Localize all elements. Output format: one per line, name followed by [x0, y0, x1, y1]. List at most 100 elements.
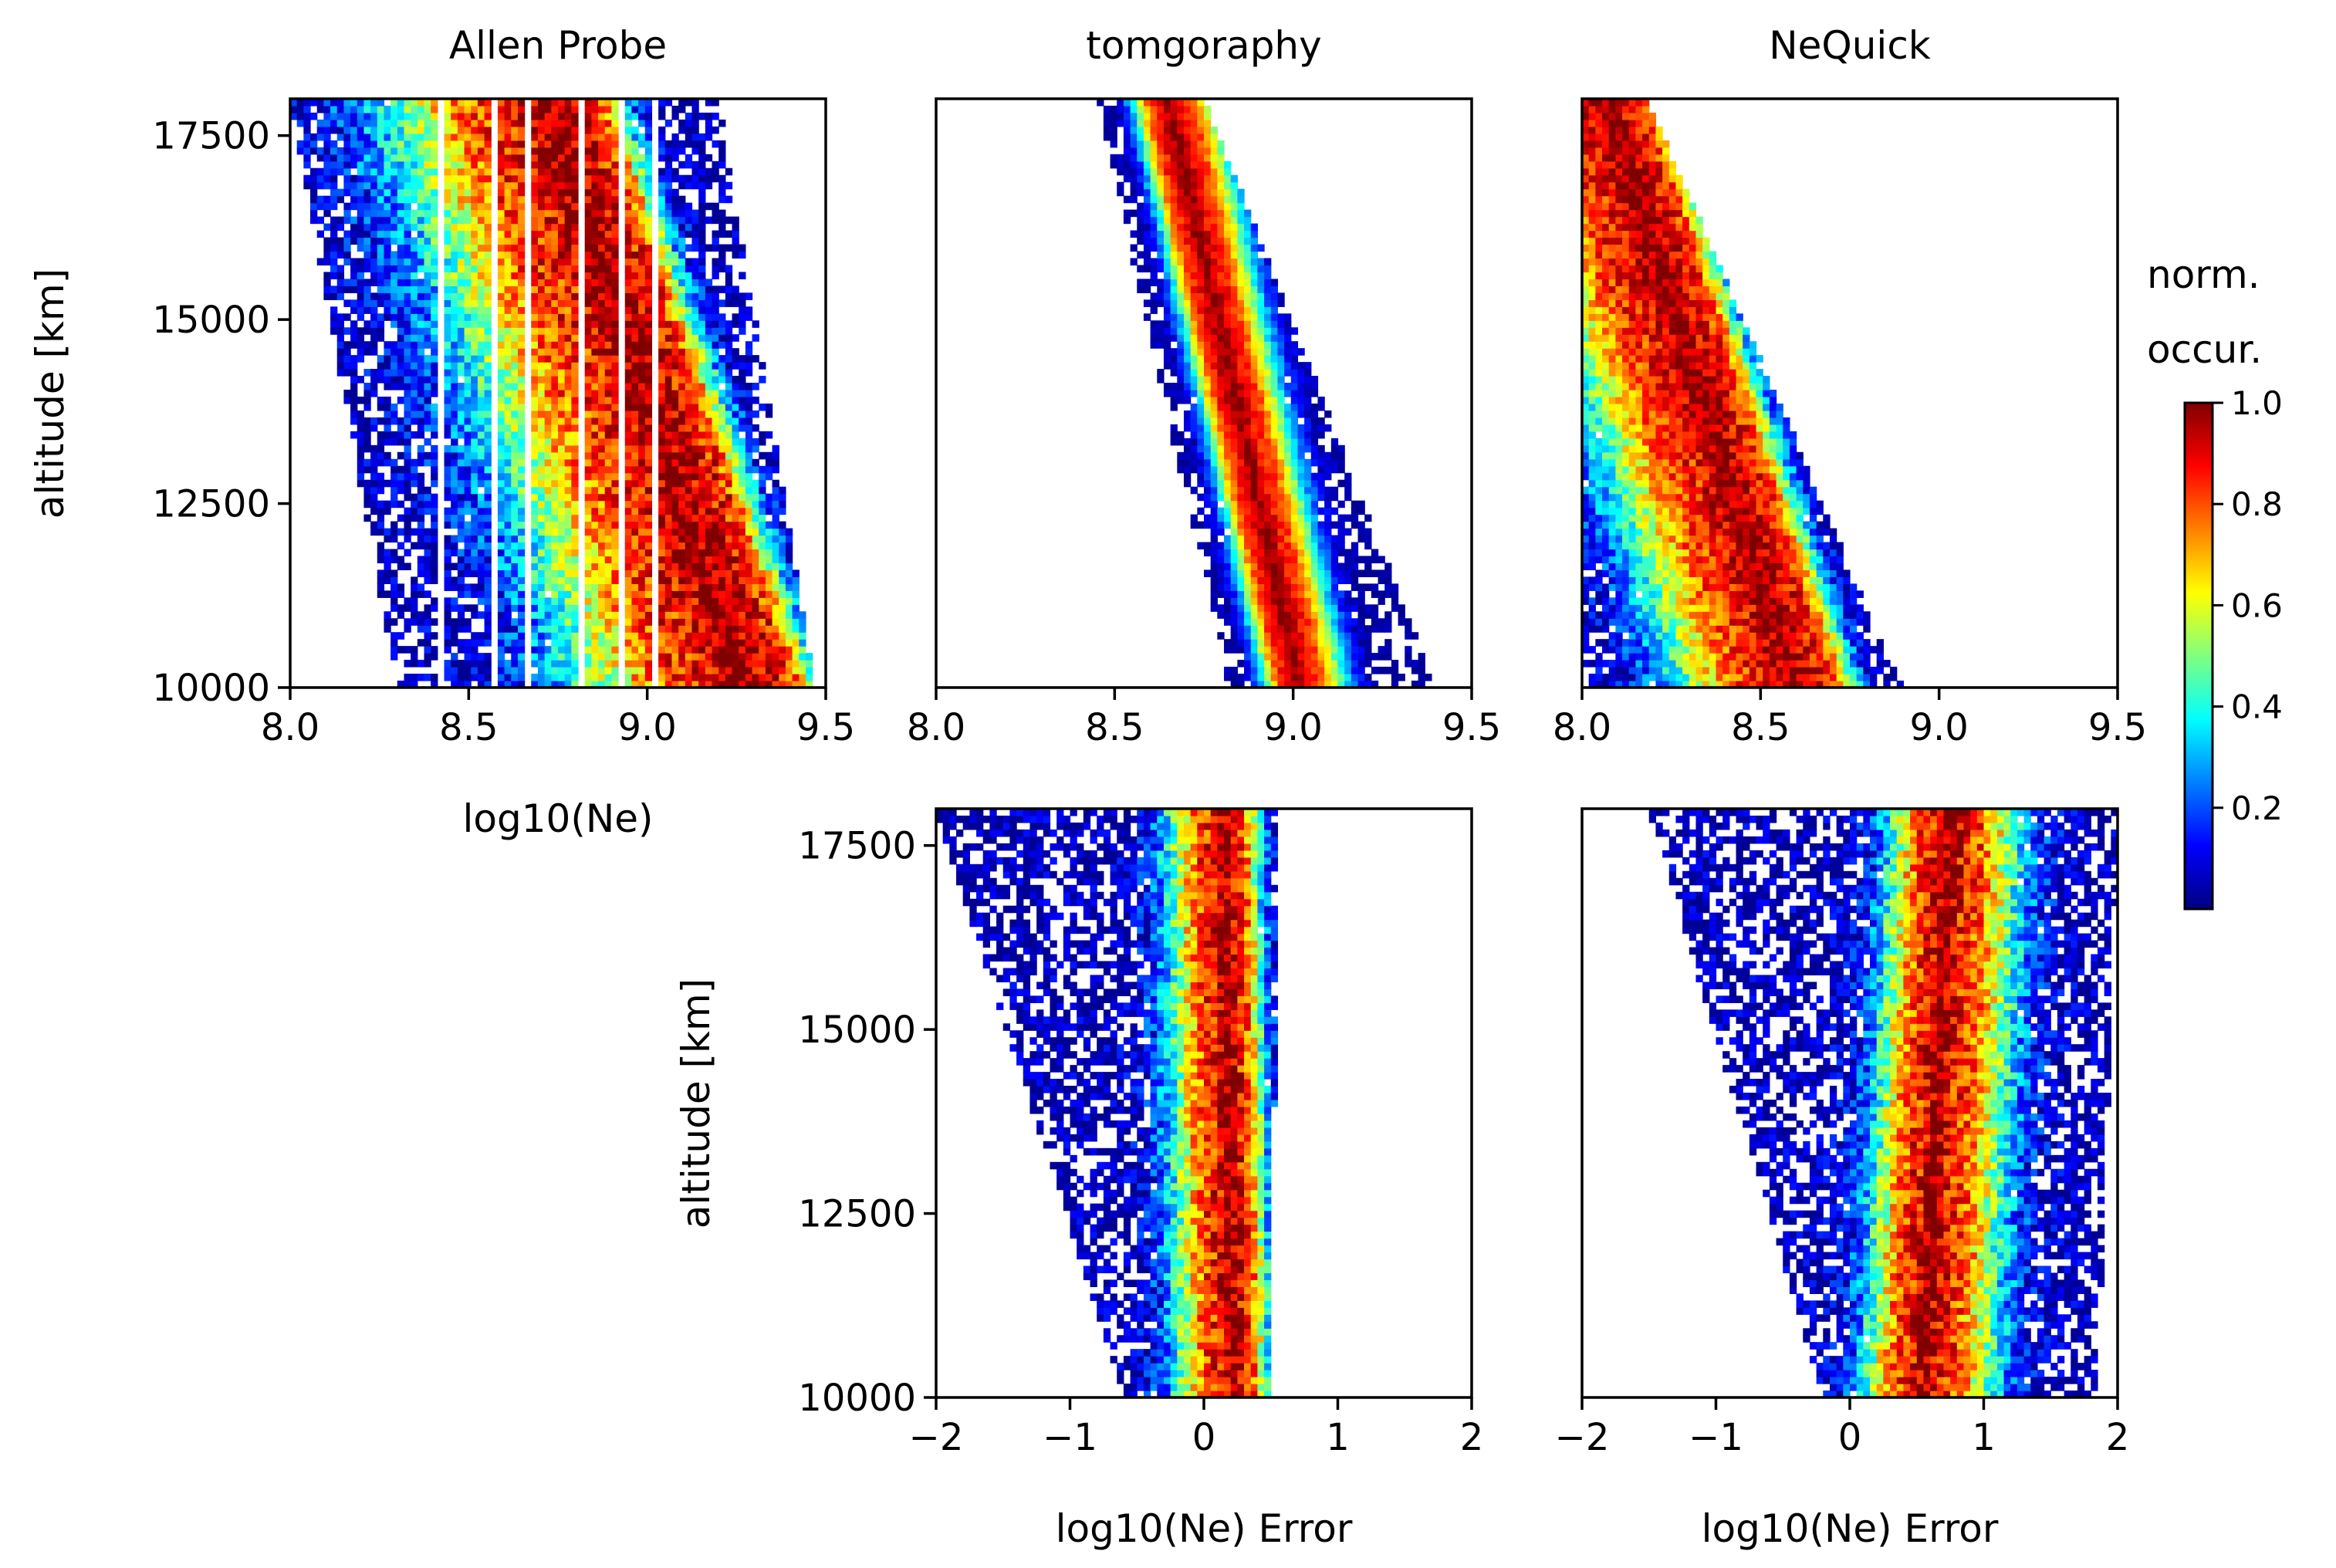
heatmap-cell: [316, 174, 324, 183]
heatmap-cell: [624, 147, 633, 155]
heatmap-cell: [537, 390, 546, 397]
heatmap-cell: [404, 458, 411, 467]
heatmap-cell: [571, 674, 579, 681]
heatmap-cell: [604, 299, 613, 307]
heatmap-cell: [644, 202, 653, 211]
heatmap-cell: [739, 507, 746, 515]
heatmap-cell: [671, 105, 679, 113]
heatmap-cell: [417, 479, 425, 488]
heatmap-cell: [591, 438, 599, 446]
heatmap-cell: [504, 230, 512, 238]
heatmap-cell: [598, 341, 606, 349]
heatmap-cell: [343, 355, 351, 363]
heatmap-cell: [1384, 625, 1392, 633]
heatmap-cell: [624, 181, 633, 190]
heatmap-cell: [591, 369, 599, 377]
heatmap-cell: [336, 292, 345, 300]
heatmap-cell: [531, 341, 539, 349]
heatmap-cell: [511, 465, 519, 474]
heatmap-cell: [604, 403, 613, 411]
heatmap-cell: [384, 251, 391, 259]
heatmap-cell: [638, 188, 646, 197]
heatmap-cell: [584, 458, 592, 467]
heatmap-cell: [384, 105, 391, 113]
heatmap-cell: [739, 660, 746, 667]
heatmap-cell: [444, 507, 451, 515]
heatmap-cell: [698, 258, 706, 266]
heatmap-cell: [471, 556, 478, 564]
heatmap-cell: [1257, 597, 1265, 605]
heatmap-cell: [370, 147, 378, 155]
heatmap-cell: [397, 341, 405, 349]
heatmap-cell: [390, 403, 398, 411]
heatmap-cell: [678, 618, 686, 626]
heatmap-cell: [551, 431, 559, 439]
heatmap-cell: [691, 604, 699, 612]
heatmap-cell: [451, 390, 458, 397]
heatmap-cell: [404, 161, 411, 169]
heatmap-cell: [631, 632, 639, 640]
heatmap-cell: [712, 313, 719, 321]
heatmap-cell: [759, 493, 766, 502]
heatmap-cell: [611, 105, 619, 113]
heatmap-cell: [531, 597, 539, 605]
heatmap-cell: [444, 556, 451, 564]
heatmap-cell: [1290, 576, 1299, 584]
heatmap-cell: [497, 653, 505, 661]
heatmap-cell: [417, 348, 425, 356]
heatmap-cell: [765, 493, 773, 502]
heatmap-cell: [785, 618, 793, 626]
heatmap-cell: [712, 369, 719, 377]
heatmap-cell: [718, 286, 726, 293]
heatmap-cell: [424, 535, 431, 543]
heatmap-cell: [477, 272, 485, 279]
heatmap-cell: [551, 625, 559, 633]
heatmap-cell: [1337, 646, 1345, 654]
heatmap-cell: [678, 674, 686, 681]
heatmap-cell: [551, 126, 559, 134]
heatmap-cell: [571, 292, 579, 300]
heatmap-cell: [678, 244, 686, 252]
heatmap-cell: [598, 604, 606, 612]
heatmap-cell: [705, 493, 713, 502]
heatmap-cell: [497, 355, 505, 363]
heatmap-cell: [457, 126, 465, 134]
heatmap-cell: [504, 514, 512, 522]
heatmap-cell: [752, 604, 759, 612]
heatmap-cell: [584, 451, 592, 460]
heatmap-cell: [451, 376, 458, 384]
heatmap-cell: [638, 410, 646, 418]
heatmap-cell: [457, 535, 465, 543]
heatmap-cell: [551, 528, 559, 536]
heatmap-cell: [631, 576, 639, 584]
heatmap-cell: [370, 507, 378, 515]
heatmap-cell: [411, 611, 418, 619]
heatmap-cell: [611, 133, 619, 141]
heatmap-cell: [390, 167, 398, 176]
y-tick-label: 10000: [152, 667, 270, 710]
heatmap-cell: [671, 639, 679, 647]
heatmap-cell: [685, 451, 693, 460]
heatmap-cell: [678, 472, 686, 481]
heatmap-cell: [1284, 576, 1292, 584]
heatmap-cell: [1357, 667, 1365, 674]
heatmap-cell: [464, 479, 472, 488]
heatmap-cell: [357, 161, 365, 169]
heatmap-cell: [350, 258, 358, 266]
heatmap-cell: [451, 216, 458, 225]
heatmap-cell: [477, 583, 485, 591]
heatmap-cell: [484, 154, 492, 162]
heatmap-cell: [497, 458, 505, 467]
heatmap-cell: [664, 618, 673, 626]
heatmap-cell: [558, 403, 566, 411]
heatmap-cell: [564, 438, 572, 446]
heatmap-cell: [779, 597, 786, 605]
heatmap-cell: [477, 265, 485, 273]
heatmap-cell: [497, 99, 505, 106]
heatmap-cell: [772, 611, 779, 619]
heatmap-cell: [571, 376, 579, 384]
heatmap-cell: [471, 535, 478, 543]
heatmap-cell: [404, 396, 411, 404]
heatmap-cell: [484, 438, 492, 446]
heatmap-cell: [484, 625, 492, 633]
